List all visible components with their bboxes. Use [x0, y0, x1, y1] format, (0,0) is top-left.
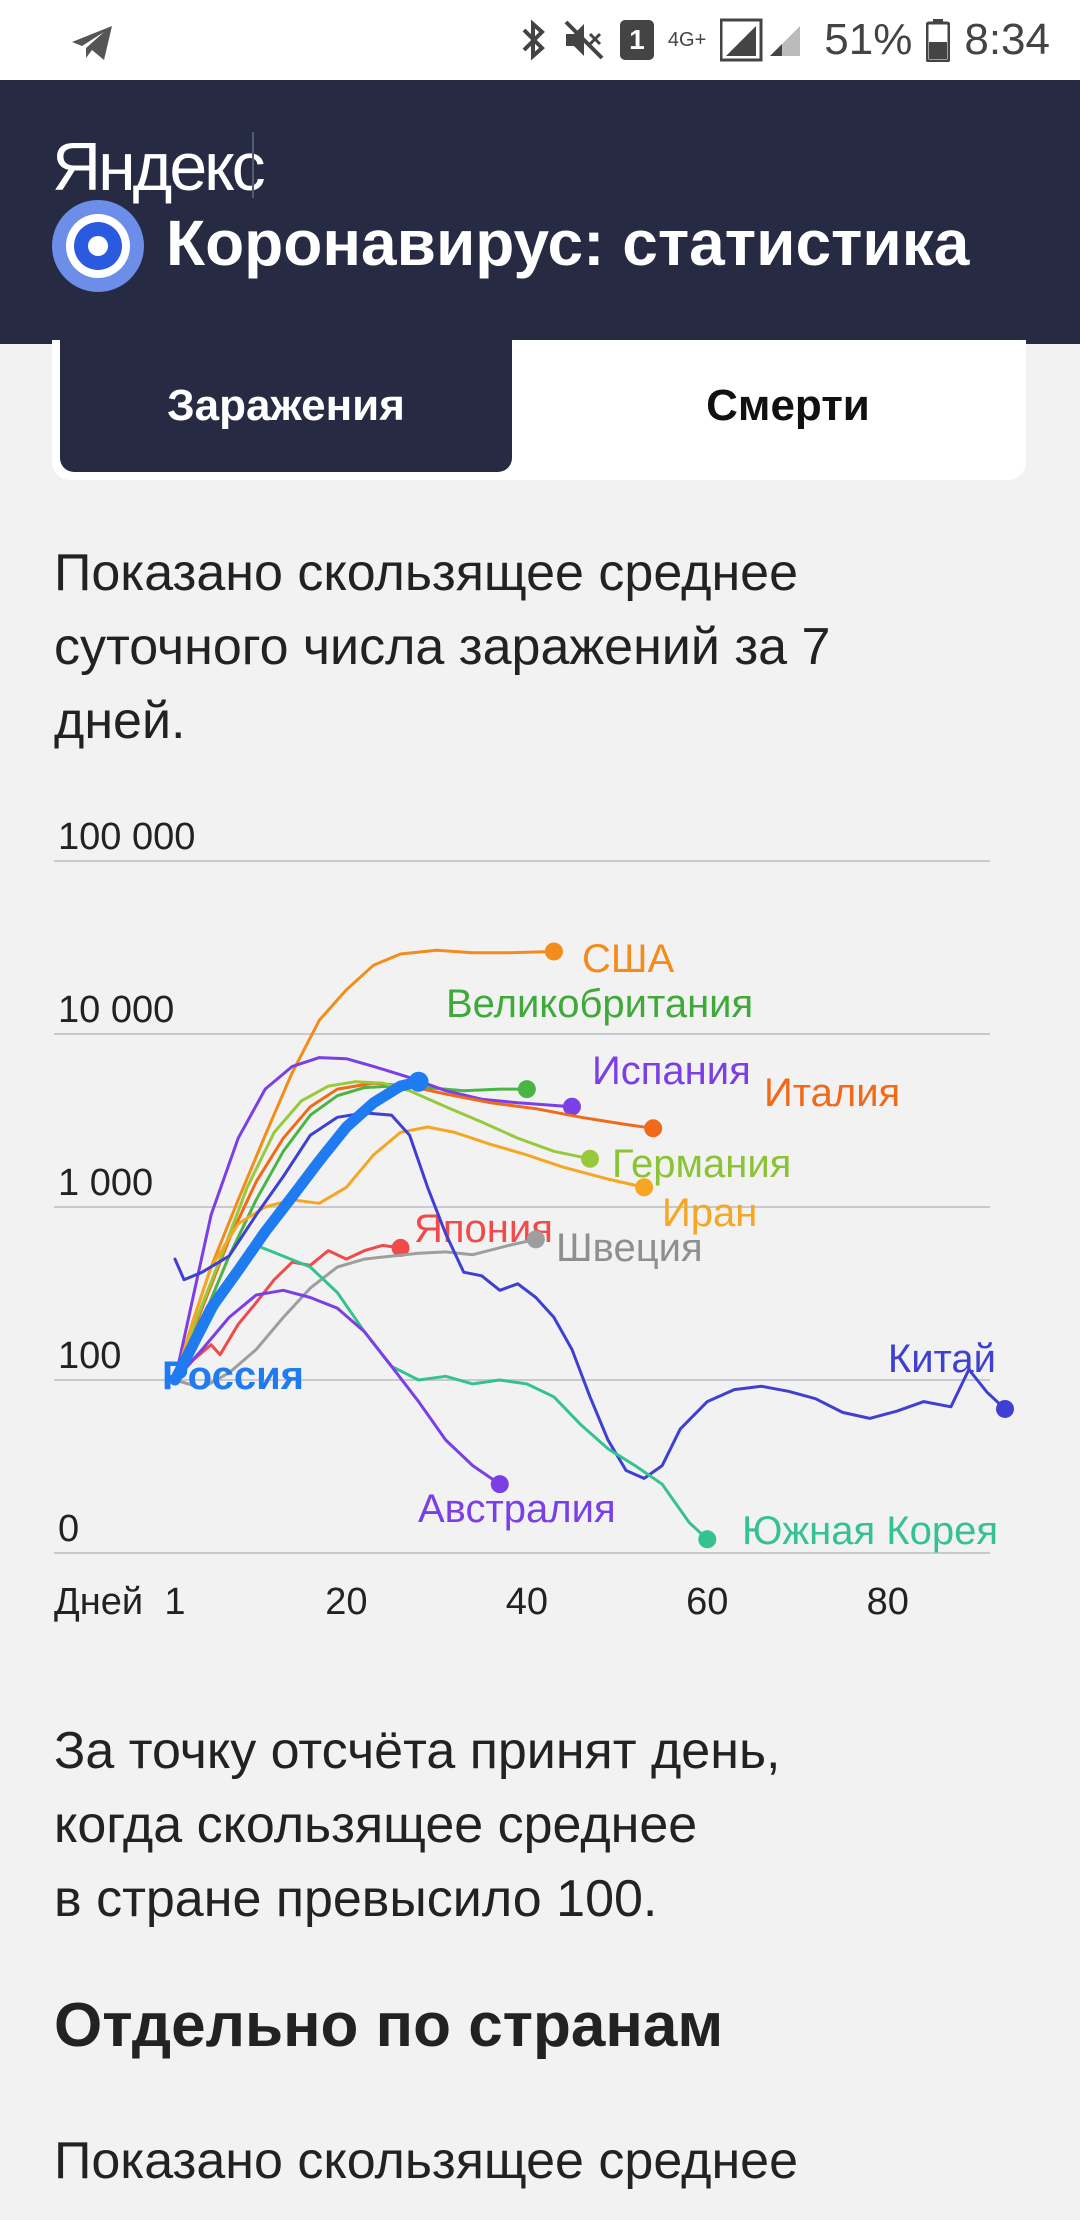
intro-line: дней.	[54, 692, 186, 750]
infections-chart: 100 000 10 000 1 000 100 0 Дней 1 20 40 60 80 СШАВе…	[54, 816, 1014, 1623]
logo-divider	[252, 132, 254, 198]
series-line-германия	[173, 1080, 592, 1382]
next-text: Показано скользящее среднее	[54, 2124, 1014, 2198]
app-header: Яндекс Коронавирус: статистика	[0, 80, 1080, 344]
series-line-южная-корея	[173, 1243, 709, 1541]
series-line-китай	[173, 1111, 1007, 1480]
series-endpoint-испания	[562, 1097, 581, 1116]
series-endpoint-россия	[408, 1071, 429, 1092]
battery-level: 51%	[824, 15, 913, 64]
x-tick-label: 40	[506, 1581, 548, 1623]
x-tick-label: 20	[325, 1581, 367, 1623]
series-label-россия: Россия	[162, 1354, 304, 1398]
series-endpoint-китай	[996, 1399, 1014, 1418]
series-line-россия	[169, 1076, 425, 1386]
note-text: За точку отсчёта принят день, когда скол…	[54, 1714, 1014, 1936]
series-label-южная-корея: Южная Корея	[742, 1509, 998, 1553]
yandex-logo[interactable]: Яндекс	[52, 129, 266, 205]
series-line-япония	[173, 1243, 402, 1382]
telegram-icon	[72, 26, 112, 60]
intro-text: Показано скользящее среднее суточного чи…	[54, 536, 1014, 758]
next-line: Показано скользящее среднее	[54, 2132, 798, 2190]
series-line-иран	[173, 1125, 646, 1382]
series-line-австралия	[173, 1288, 502, 1486]
series-endpoint-германия	[581, 1149, 599, 1168]
series-endpoint-италия	[644, 1119, 663, 1138]
series-label-испания: Испания	[592, 1049, 751, 1093]
series-label-австралия: Австралия	[418, 1487, 616, 1531]
y-tick-label: 10 000	[58, 989, 174, 1031]
series-endpoint-австралия	[490, 1475, 509, 1494]
series-line-сша	[173, 948, 556, 1382]
series-line-испания	[173, 1056, 574, 1382]
y-tick-label: 100	[58, 1335, 121, 1377]
series-label-германия: Германия	[612, 1142, 791, 1186]
series-label-китай: Китай	[888, 1337, 996, 1381]
x-axis-label: Дней	[54, 1581, 143, 1623]
bluetooth-icon	[522, 19, 545, 61]
tab-infections[interactable]: Заражения	[60, 340, 512, 472]
tab-deaths[interactable]: Смерти	[706, 381, 870, 430]
series-endpoint-южная-корея	[698, 1530, 717, 1549]
note-line: За точку отсчёта принят день,	[54, 1722, 781, 1780]
alice-icon[interactable]	[50, 198, 146, 294]
series-line-швеция	[173, 1237, 538, 1390]
series-endpoint-иран	[635, 1178, 654, 1197]
series-endpoint-великобритания	[517, 1080, 536, 1099]
intro-line: Показано скользящее среднее	[54, 544, 798, 602]
y-tick-label: 100 000	[58, 816, 195, 858]
sim-icon: 1	[619, 20, 654, 60]
x-tick-label: 80	[867, 1581, 909, 1623]
x-tick-label: 1	[164, 1581, 185, 1623]
series-label-италия: Италия	[764, 1071, 900, 1115]
series-label-сша: США	[582, 937, 675, 981]
note-line: когда скользящее среднее	[54, 1796, 698, 1854]
y-tick-label: 0	[58, 1508, 79, 1550]
series-endpoint-япония	[391, 1238, 410, 1257]
signal-icon	[720, 18, 801, 62]
y-tick-label: 1 000	[58, 1162, 153, 1204]
series-endpoint-сша	[544, 942, 563, 961]
tab-bar: Заражения Смерти	[52, 340, 1026, 480]
section-title: Отдельно по странам	[54, 1991, 724, 2060]
series-label-иран: Иран	[662, 1191, 757, 1235]
clock: 8:34	[964, 15, 1050, 64]
series-label-великобритания: Великобритания	[446, 982, 753, 1026]
intro-line: суточного числа заражений за 7	[54, 618, 831, 676]
series-endpoint-швеция	[526, 1230, 545, 1249]
series-label-швеция: Швеция	[556, 1226, 703, 1270]
note-line: в стране превысило 100.	[54, 1870, 658, 1928]
mute-icon	[564, 20, 604, 60]
battery-icon	[926, 19, 951, 62]
network-type: 4G+	[667, 29, 707, 51]
x-tick-label: 60	[686, 1581, 728, 1623]
page-title: Коронавирус: статистика	[166, 207, 970, 279]
status-bar: 1 4G+ 51% 8:34	[0, 0, 1080, 80]
